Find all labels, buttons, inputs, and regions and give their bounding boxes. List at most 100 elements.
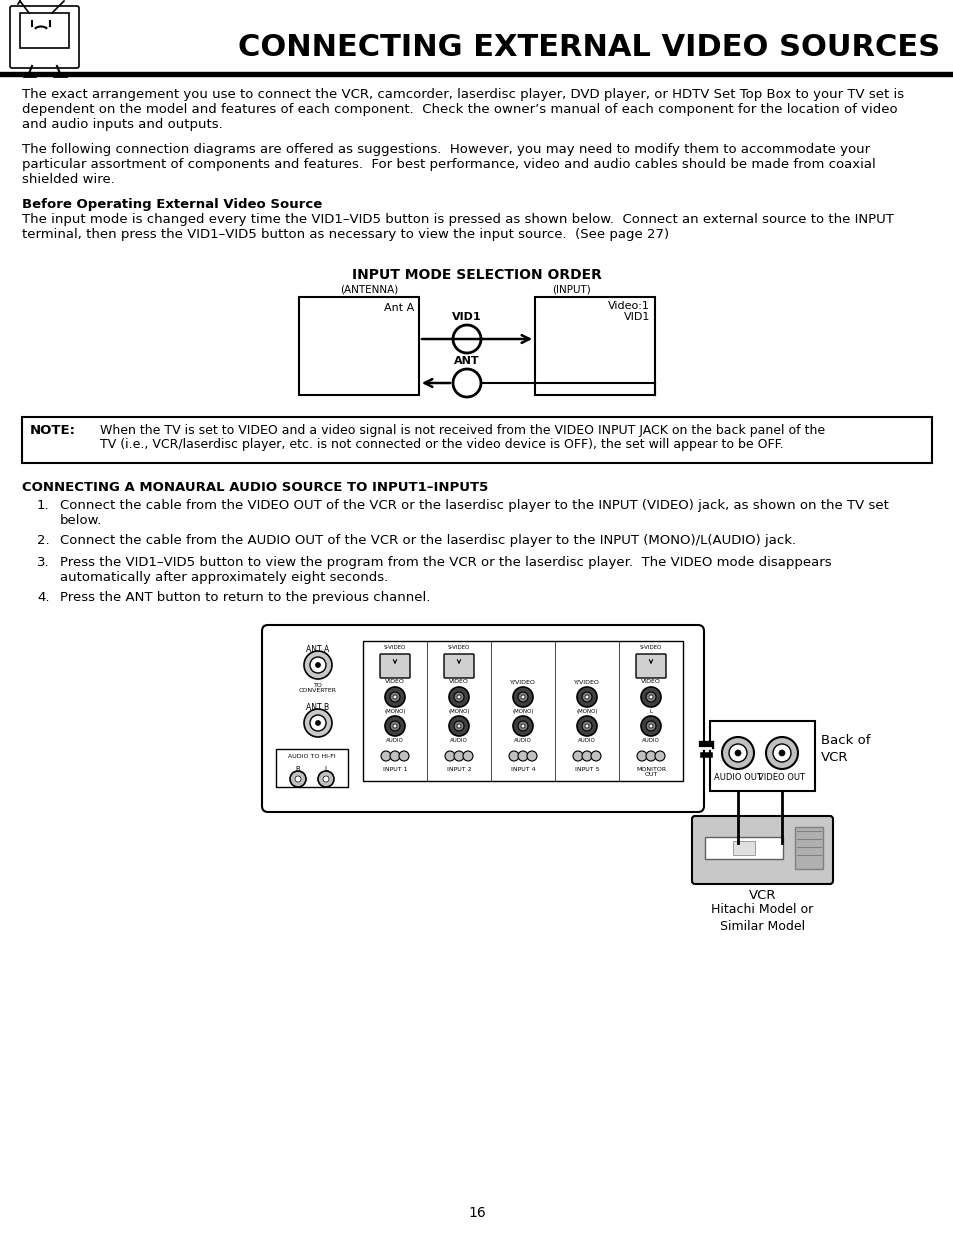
Text: TO
CONVERTER: TO CONVERTER — [298, 683, 336, 693]
Circle shape — [637, 751, 646, 761]
Circle shape — [454, 721, 463, 731]
Circle shape — [590, 751, 600, 761]
Text: S-VIDEO: S-VIDEO — [639, 645, 661, 650]
Text: Ant A: Ant A — [383, 303, 414, 312]
Circle shape — [772, 743, 790, 762]
Text: 4.: 4. — [37, 592, 50, 604]
Text: Press the VID1–VID5 button to view the program from the VCR or the laserdisc pla: Press the VID1–VID5 button to view the p… — [60, 556, 831, 569]
Text: Connect the cable from the VIDEO OUT of the VCR or the laserdisc player to the I: Connect the cable from the VIDEO OUT of … — [60, 499, 888, 513]
Text: ANT: ANT — [454, 356, 479, 366]
Circle shape — [315, 662, 320, 667]
Text: AUDIO: AUDIO — [386, 739, 403, 743]
Circle shape — [454, 692, 463, 701]
Text: (MONO): (MONO) — [512, 709, 533, 714]
Circle shape — [444, 751, 455, 761]
Text: AUDIO: AUDIO — [578, 739, 596, 743]
Text: terminal, then press the VID1–VID5 button as necessary to view the input source.: terminal, then press the VID1–VID5 butto… — [22, 228, 668, 241]
Text: ANT A: ANT A — [306, 645, 330, 655]
Bar — [704, 837, 782, 860]
Text: L: L — [649, 709, 652, 714]
Text: MONITOR
OUT: MONITOR OUT — [636, 767, 665, 777]
Circle shape — [323, 776, 329, 782]
Text: VCR: VCR — [748, 889, 776, 902]
Text: S-VIDEO: S-VIDEO — [447, 645, 470, 650]
Text: Y/VIDEO: Y/VIDEO — [574, 679, 599, 684]
Text: Video:1: Video:1 — [607, 301, 649, 311]
Circle shape — [304, 651, 332, 679]
Circle shape — [390, 721, 399, 731]
Text: AUDIO: AUDIO — [450, 739, 468, 743]
Circle shape — [581, 751, 592, 761]
Text: Press the ANT button to return to the previous channel.: Press the ANT button to return to the pr… — [60, 592, 430, 604]
Circle shape — [640, 716, 660, 736]
Text: AUDIO: AUDIO — [641, 739, 659, 743]
Circle shape — [640, 687, 660, 706]
Text: INPUT 5: INPUT 5 — [574, 767, 598, 772]
Text: The input mode is changed every time the VID1–VID5 button is pressed as shown be: The input mode is changed every time the… — [22, 212, 893, 226]
Text: 3.: 3. — [37, 556, 50, 569]
Circle shape — [393, 724, 396, 727]
Circle shape — [648, 695, 652, 699]
Circle shape — [517, 751, 527, 761]
Text: Before Operating External Video Source: Before Operating External Video Source — [22, 198, 322, 211]
Circle shape — [456, 724, 460, 727]
Circle shape — [721, 737, 753, 769]
Text: Hitachi Model or
Similar Model: Hitachi Model or Similar Model — [711, 903, 813, 932]
Circle shape — [385, 716, 405, 736]
FancyBboxPatch shape — [10, 6, 79, 68]
Text: R: R — [295, 766, 300, 772]
Circle shape — [453, 325, 480, 353]
Circle shape — [449, 687, 469, 706]
Circle shape — [310, 657, 326, 673]
Text: 16: 16 — [468, 1207, 485, 1220]
Text: ANT B: ANT B — [306, 703, 329, 713]
Bar — [732, 841, 754, 855]
Text: below.: below. — [60, 514, 102, 527]
Circle shape — [310, 715, 326, 731]
Text: 1.: 1. — [37, 499, 50, 513]
Circle shape — [581, 692, 592, 701]
Circle shape — [645, 692, 656, 701]
Text: VIDEO: VIDEO — [640, 679, 660, 684]
Text: AUDIO TO HI-FI: AUDIO TO HI-FI — [288, 755, 335, 760]
Text: VIDEO: VIDEO — [385, 679, 404, 684]
Text: AUDIO: AUDIO — [514, 739, 532, 743]
Circle shape — [456, 695, 460, 699]
FancyBboxPatch shape — [636, 655, 665, 678]
Circle shape — [513, 687, 533, 706]
Circle shape — [513, 716, 533, 736]
Text: INPUT 2: INPUT 2 — [446, 767, 471, 772]
Circle shape — [584, 695, 588, 699]
Circle shape — [290, 771, 306, 787]
Text: INPUT MODE SELECTION ORDER: INPUT MODE SELECTION ORDER — [352, 268, 601, 282]
Circle shape — [779, 750, 784, 756]
Text: VIDEO OUT: VIDEO OUT — [758, 773, 804, 782]
Circle shape — [645, 751, 656, 761]
Circle shape — [520, 724, 524, 727]
Circle shape — [390, 751, 399, 761]
Circle shape — [648, 724, 652, 727]
Circle shape — [453, 369, 480, 396]
Text: When the TV is set to VIDEO and a video signal is not received from the VIDEO IN: When the TV is set to VIDEO and a video … — [100, 424, 824, 437]
Circle shape — [393, 695, 396, 699]
Text: (INPUT): (INPUT) — [552, 284, 591, 294]
Circle shape — [315, 720, 320, 725]
Text: AUDIO OUT: AUDIO OUT — [713, 773, 761, 782]
Text: (MONO): (MONO) — [384, 709, 405, 714]
Text: and audio inputs and outputs.: and audio inputs and outputs. — [22, 119, 222, 131]
Text: CONNECTING A MONAURAL AUDIO SOURCE TO INPUT1–INPUT5: CONNECTING A MONAURAL AUDIO SOURCE TO IN… — [22, 480, 488, 494]
Bar — [363, 641, 682, 781]
Text: 2.: 2. — [37, 534, 50, 547]
Circle shape — [517, 721, 527, 731]
Circle shape — [581, 721, 592, 731]
Circle shape — [728, 743, 746, 762]
Circle shape — [520, 695, 524, 699]
Circle shape — [380, 751, 391, 761]
FancyBboxPatch shape — [691, 816, 832, 884]
Bar — [275, 748, 348, 787]
Circle shape — [734, 750, 740, 756]
Text: automatically after approximately eight seconds.: automatically after approximately eight … — [60, 571, 388, 584]
Circle shape — [584, 724, 588, 727]
Circle shape — [449, 716, 469, 736]
Text: Back of
VCR: Back of VCR — [821, 734, 869, 764]
